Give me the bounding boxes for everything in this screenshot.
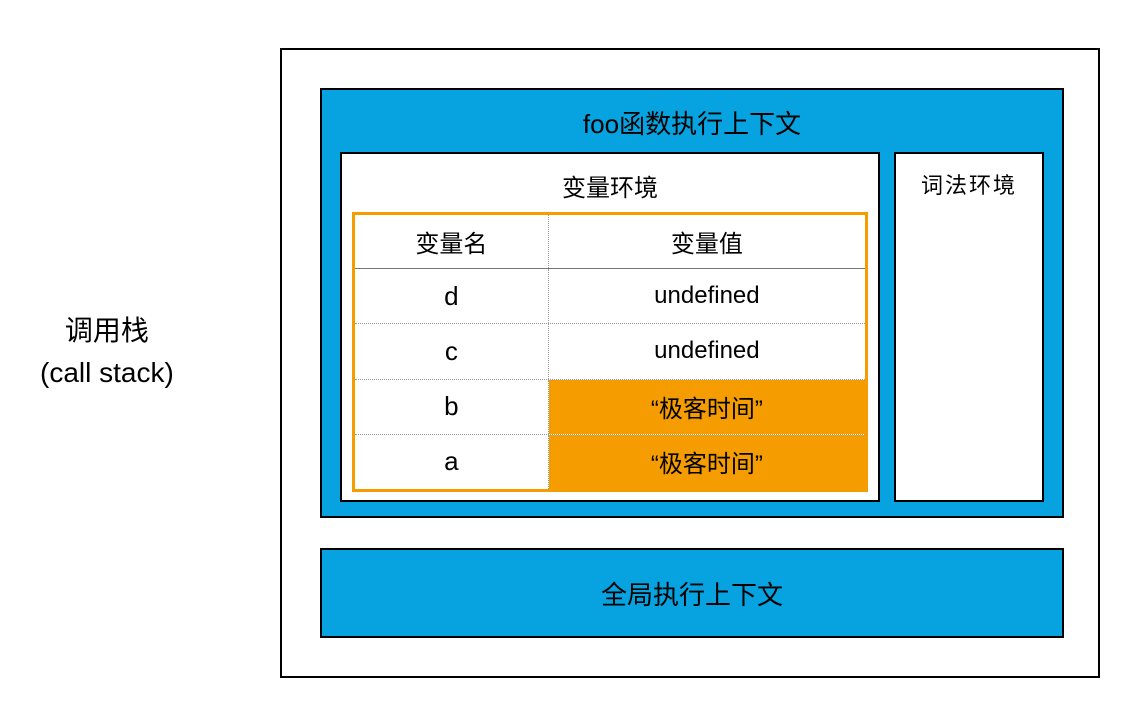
global-execution-context: 全局执行上下文 [320,548,1064,638]
cell-variable-name: c [355,324,549,378]
header-name: 变量名 [355,215,549,268]
cell-variable-value: undefined [549,324,865,378]
foo-context-title: foo函数执行上下文 [322,90,1062,151]
cell-variable-value: “极客时间” [549,380,865,434]
variable-environment-title: 变量环境 [342,154,878,213]
cell-variable-name: d [355,269,549,323]
call-stack-box: foo函数执行上下文 变量环境 变量名 变量值 dundefinedcundef… [280,48,1100,678]
call-stack-label-line2: (call stack) [40,352,174,394]
variable-table: 变量名 变量值 dundefinedcundefinedb“极客时间”a“极客时… [352,212,868,492]
variable-table-rows: dundefinedcundefinedb“极客时间”a“极客时间” [355,269,865,489]
table-row: a“极客时间” [355,435,865,489]
foo-execution-context: foo函数执行上下文 变量环境 变量名 变量值 dundefinedcundef… [320,88,1064,518]
cell-variable-name: a [355,435,549,489]
variable-table-header: 变量名 变量值 [355,215,865,269]
variable-environment: 变量环境 变量名 变量值 dundefinedcundefinedb“极客时间”… [340,152,880,502]
lexical-environment: 词法环境 [894,152,1044,502]
table-row: dundefined [355,269,865,324]
table-row: b“极客时间” [355,380,865,435]
diagram-canvas: 调用栈 (call stack) foo函数执行上下文 变量环境 变量名 变量值… [0,0,1142,716]
cell-variable-value: undefined [549,269,865,323]
global-context-title: 全局执行上下文 [601,575,783,612]
cell-variable-name: b [355,380,549,434]
header-value: 变量值 [549,215,865,268]
call-stack-label: 调用栈 (call stack) [40,310,174,394]
table-row: cundefined [355,324,865,379]
cell-variable-value: “极客时间” [549,435,865,489]
call-stack-label-line1: 调用栈 [40,310,174,352]
lexical-environment-title: 词法环境 [896,154,1042,214]
